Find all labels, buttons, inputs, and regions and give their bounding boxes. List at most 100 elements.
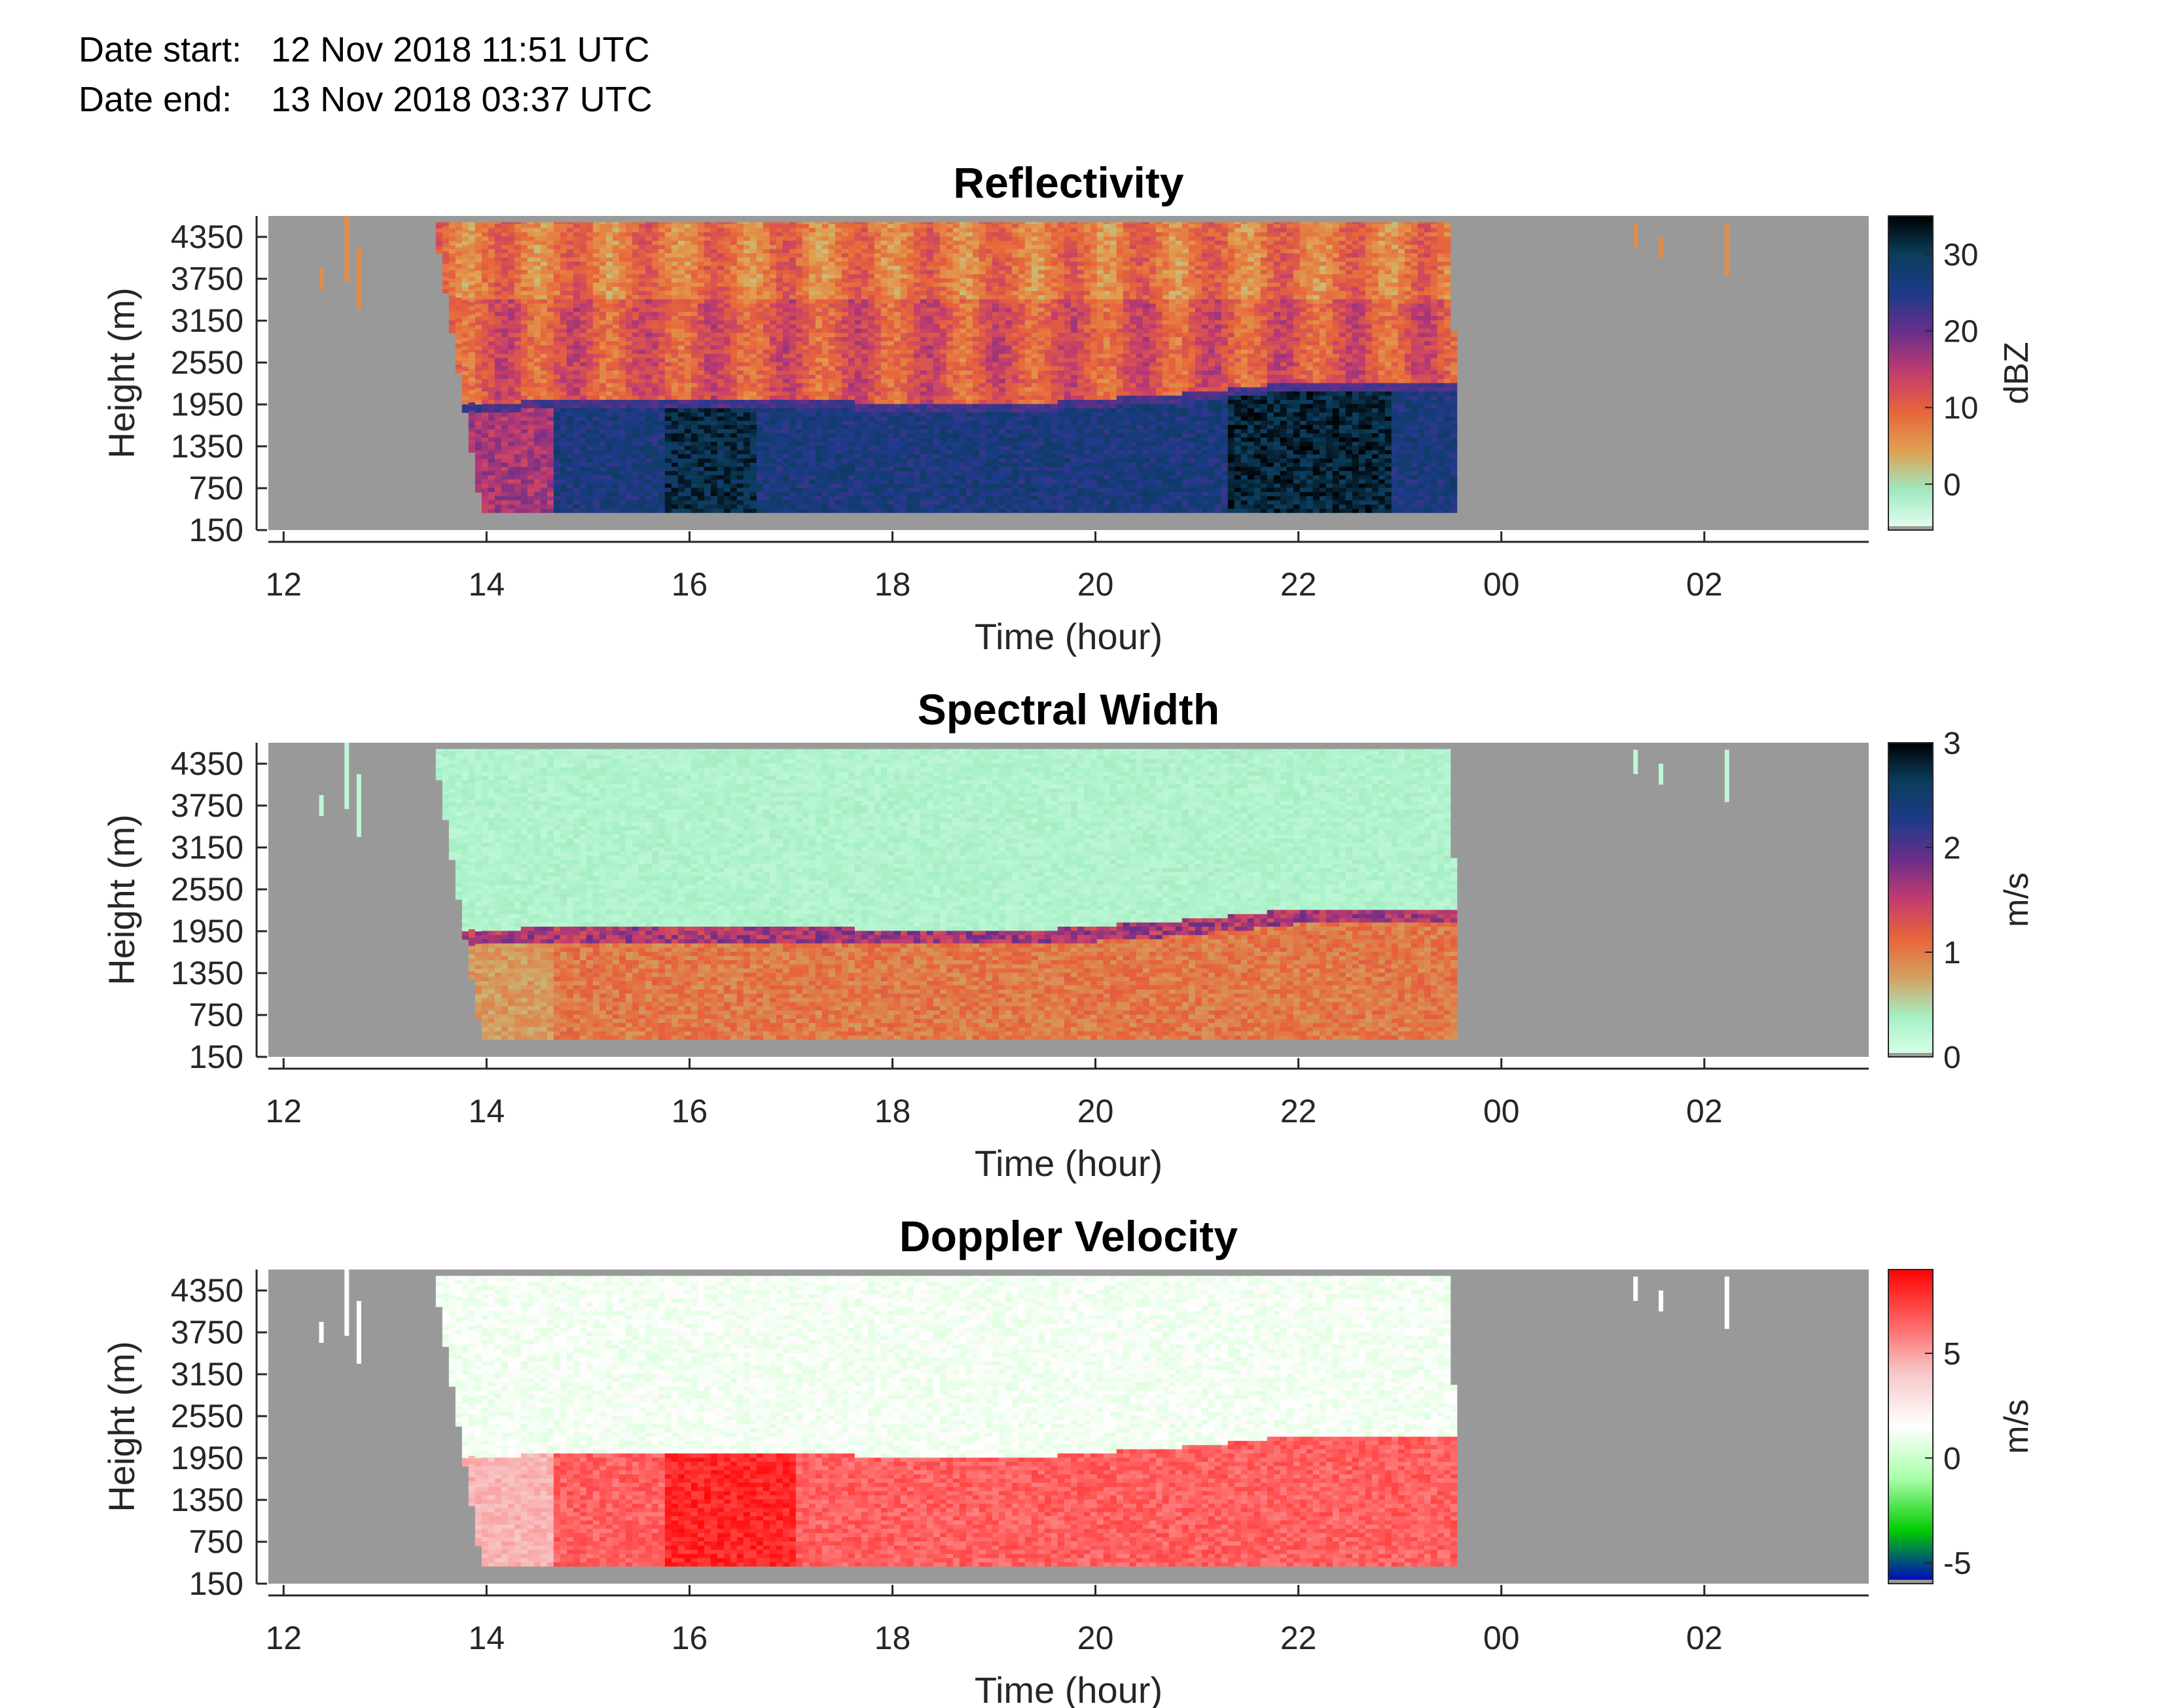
colorbar-step [1888, 748, 1933, 751]
x-tick-label: 18 [874, 566, 911, 603]
colorbar-step [1888, 1382, 1933, 1385]
colorbar-step [1888, 1513, 1933, 1516]
colorbar-step [1888, 889, 1933, 893]
colorbar-step [1888, 1280, 1933, 1283]
colorbar-step [1888, 1471, 1933, 1474]
colorbar-step [1888, 1309, 1933, 1312]
colorbar-step [1888, 250, 1933, 253]
colorbar-step [1888, 284, 1933, 287]
x-tick-label: 20 [1077, 1093, 1114, 1130]
colorbar-step [1888, 957, 1933, 961]
colorbar-step [1888, 493, 1933, 497]
colorbar-step [1888, 1408, 1933, 1412]
colorbar-step [1888, 376, 1933, 379]
colorbar-step [1888, 1503, 1933, 1506]
y-tick-label: 750 [189, 470, 243, 507]
colorbar-step [1888, 774, 1933, 777]
colorbar-step [1888, 386, 1933, 389]
y-tick-label: 1950 [171, 1440, 243, 1476]
colorbar-step [1888, 921, 1933, 924]
colorbar-step [1888, 308, 1933, 311]
colorbar-step [1888, 756, 1933, 759]
colorbar-step [1888, 1385, 1933, 1388]
colorbar-step [1888, 1361, 1933, 1364]
echo-speck [319, 268, 324, 289]
colorbar-step [1888, 232, 1933, 235]
colorbar-step [1888, 334, 1933, 337]
colorbar-step [1888, 947, 1933, 950]
colorbar-step [1888, 1463, 1933, 1467]
colorbar-step [1888, 1479, 1933, 1482]
colorbar-step [1888, 297, 1933, 300]
colorbar-step [1888, 436, 1933, 439]
colorbar-step [1888, 258, 1933, 261]
colorbar-step [1888, 318, 1933, 321]
colorbar-step [1888, 1424, 1933, 1427]
colorbar-step [1888, 234, 1933, 238]
y-tick-label: 750 [189, 997, 243, 1033]
colorbar-step [1888, 1555, 1933, 1558]
colorbar-step [1888, 310, 1933, 313]
colorbar-step [1888, 1466, 1933, 1469]
colorbar-step [1888, 819, 1933, 822]
colorbar-step [1888, 1298, 1933, 1302]
colorbar-step [1888, 761, 1933, 764]
x-tick-label: 12 [265, 566, 302, 603]
y-tick-label: 2550 [171, 871, 243, 908]
colorbar-step [1888, 1547, 1933, 1550]
colorbar-step [1888, 798, 1933, 801]
colorbar-step [1888, 1437, 1933, 1440]
colorbar-step [1888, 782, 1933, 785]
echo-speck [319, 795, 324, 816]
colorbar-step [1888, 342, 1933, 345]
y-tick-label: 1350 [171, 1482, 243, 1518]
colorbar-step [1888, 444, 1933, 447]
colorbar-step [1888, 509, 1933, 512]
x-tick-label: 12 [265, 1093, 302, 1130]
colorbar-step [1888, 1521, 1933, 1524]
colorbar-step [1888, 268, 1933, 272]
colorbar-step [1888, 1453, 1933, 1456]
colorbar-step [1888, 360, 1933, 363]
colorbar-step [1888, 1374, 1933, 1378]
colorbar-step [1888, 1005, 1933, 1008]
colorbar-step [1888, 1304, 1933, 1307]
colorbar-step [1888, 842, 1933, 845]
y-tick-label: 3750 [171, 260, 243, 297]
colorbar-step [1888, 255, 1933, 258]
x-tick-label: 00 [1483, 1620, 1520, 1656]
colorbar-step [1888, 394, 1933, 397]
colorbar-step [1888, 861, 1933, 864]
colorbar-step [1888, 840, 1933, 843]
colorbar-step [1888, 997, 1933, 1000]
colorbar-step [1888, 323, 1933, 327]
colorbar-step [1888, 1275, 1933, 1278]
colorbar-step [1888, 1568, 1933, 1571]
colorbar-tick-label: -5 [1943, 1546, 1971, 1581]
colorbar-step [1888, 504, 1933, 507]
x-tick-label: 22 [1280, 1620, 1317, 1656]
colorbar-step [1888, 1041, 1933, 1044]
colorbar-tick-label: 0 [1943, 468, 1961, 503]
colorbar-step [1888, 399, 1933, 402]
panel-0: 12 14 16 18 20 22 00 02150750135019502550315037… [101, 158, 2036, 657]
colorbar-step [1888, 475, 1933, 478]
y-tick-label: 1950 [171, 913, 243, 950]
colorbar-step [1888, 1495, 1933, 1498]
colorbar-step [1888, 866, 1933, 869]
colorbar-step [1888, 302, 1933, 306]
colorbar-step [1888, 1489, 1933, 1493]
colorbar-step [1888, 1020, 1933, 1023]
colorbar-step [1888, 499, 1933, 502]
colorbar-step [1888, 428, 1933, 431]
colorbar-step [1888, 970, 1933, 974]
x-tick-label: 16 [672, 1093, 708, 1130]
y-tick-label: 2550 [171, 1398, 243, 1434]
colorbar-step [1888, 433, 1933, 436]
colorbar-step [1888, 313, 1933, 316]
colorbar-step [1888, 1340, 1933, 1343]
colorbar-step [1888, 1314, 1933, 1317]
y-tick-label: 1950 [171, 386, 243, 423]
x-tick-label: 12 [265, 1620, 302, 1656]
